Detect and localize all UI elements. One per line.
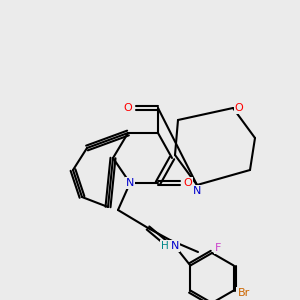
Text: O: O (184, 178, 192, 188)
Text: N: N (193, 186, 201, 196)
Text: Br: Br (238, 289, 250, 298)
Text: O: O (235, 103, 243, 113)
Text: H: H (161, 241, 169, 251)
Text: F: F (215, 243, 221, 253)
Text: O: O (168, 242, 176, 252)
Text: N: N (171, 241, 179, 251)
Text: N: N (126, 178, 134, 188)
Text: O: O (124, 103, 132, 113)
